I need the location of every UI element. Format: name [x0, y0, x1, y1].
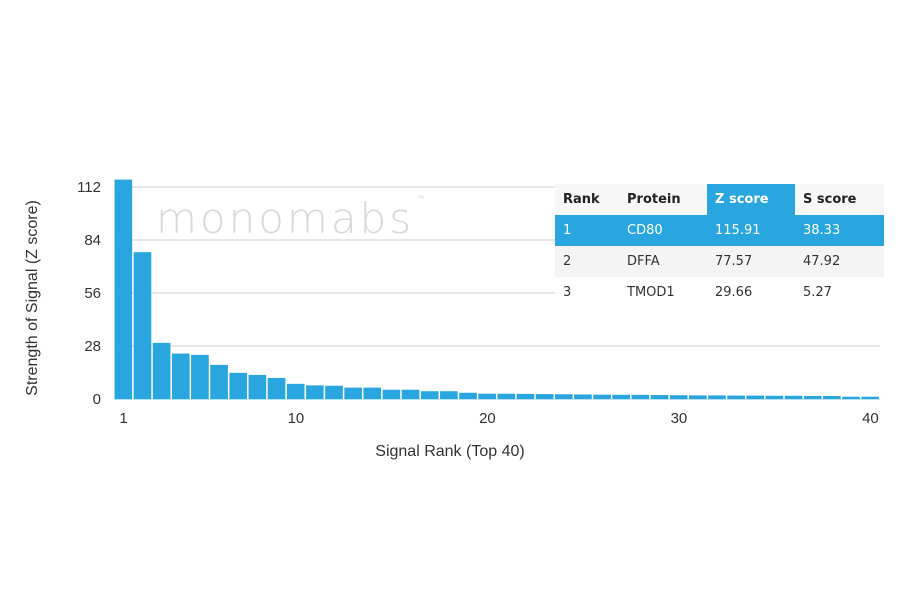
x-tick-label: 20	[479, 410, 496, 427]
table-row: 3 TMOD1 29.66 5.27	[555, 277, 884, 308]
bar	[689, 395, 707, 399]
bar	[191, 354, 209, 399]
bar	[478, 393, 496, 399]
x-tick-label: 40	[862, 410, 879, 427]
cell-s-score: 47.92	[803, 254, 841, 269]
bar	[574, 394, 592, 399]
bar	[420, 391, 439, 399]
y-tick-label: 56	[84, 285, 101, 302]
bar	[440, 391, 458, 399]
cell-s-score: 5.27	[803, 285, 832, 300]
bar	[401, 389, 420, 399]
bar	[210, 364, 228, 399]
bar	[306, 385, 324, 399]
bar	[823, 395, 841, 399]
cell-s-score: 38.33	[803, 223, 841, 238]
bar	[535, 394, 554, 399]
cell-rank: 2	[563, 254, 572, 269]
bar	[593, 394, 611, 399]
bar	[248, 374, 267, 399]
table-row: 2 DFFA 77.57 47.92	[555, 246, 884, 277]
bar	[784, 395, 803, 399]
cell-z-score: 29.66	[715, 285, 753, 300]
bar	[803, 395, 822, 399]
watermark-logo: monomabs ™	[156, 194, 427, 243]
bar	[114, 179, 133, 399]
trademark-symbol: ™	[416, 194, 428, 203]
bar	[229, 372, 248, 399]
cell-z-score: 115.91	[715, 223, 761, 238]
bar	[650, 395, 669, 399]
cell-protein: CD80	[627, 223, 663, 238]
bar	[612, 394, 631, 399]
bar	[765, 395, 784, 399]
x-axis-ticks: 1 10 20 30 40	[119, 410, 878, 427]
bar	[746, 395, 765, 399]
cell-protein: DFFA	[627, 254, 660, 269]
y-tick-label: 0	[93, 391, 101, 408]
y-tick-label: 84	[84, 232, 101, 249]
cell-z-score: 77.57	[715, 254, 753, 269]
x-axis-label: Signal Rank (Top 40)	[375, 443, 524, 460]
watermark-text: monomabs	[156, 194, 415, 243]
bar	[267, 377, 286, 399]
bar	[286, 383, 305, 399]
bar	[363, 387, 382, 399]
cell-protein: TMOD1	[627, 285, 675, 300]
bar	[669, 395, 688, 399]
y-tick-label: 28	[84, 338, 101, 355]
y-tick-label: 112	[77, 179, 101, 196]
header-s-score: S score	[803, 192, 857, 207]
cell-rank: 1	[563, 223, 572, 238]
bar	[497, 393, 516, 399]
header-z-score: Z score	[707, 184, 795, 215]
bar	[344, 387, 362, 399]
bar	[325, 385, 343, 399]
bar	[152, 342, 171, 399]
x-tick-label: 10	[288, 410, 305, 427]
bar	[171, 353, 190, 399]
table-header-row: Rank Protein Z score S score	[555, 184, 884, 215]
bar	[554, 394, 573, 399]
bar	[459, 392, 477, 399]
y-axis-ticks: 0 28 56 84 112	[77, 179, 101, 408]
bar	[861, 396, 879, 399]
bar	[516, 393, 535, 399]
table-row: 1 CD80 115.91 38.33	[555, 215, 884, 246]
x-tick-label: 30	[671, 410, 688, 427]
bar	[708, 395, 726, 399]
y-axis-label: Strength of Signal (Z score)	[24, 200, 41, 396]
x-tick-label: 1	[119, 410, 127, 427]
bar	[727, 395, 745, 399]
bar	[631, 394, 650, 399]
cell-rank: 3	[563, 285, 572, 300]
bar	[842, 396, 860, 399]
bar	[382, 389, 401, 399]
header-rank: Rank	[563, 192, 600, 207]
bar	[133, 252, 152, 399]
header-protein: Protein	[627, 192, 681, 207]
bars	[114, 179, 879, 399]
top-proteins-table: Rank Protein Z score S score 1 CD80 115.…	[555, 184, 884, 308]
